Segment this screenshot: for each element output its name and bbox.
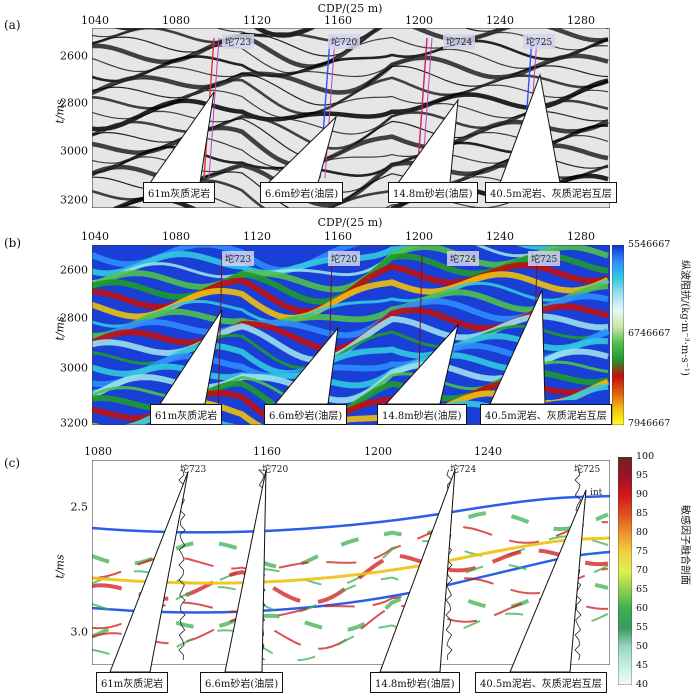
panel-b-well-tuo723: 坨723 (222, 251, 255, 266)
panel-a-x-tick: 1200 (405, 14, 433, 27)
panel-c-fusion-section (92, 460, 610, 665)
panel-b-well-tuo720: 坨720 (328, 251, 361, 266)
panel-c-y-tick: 3.0 (70, 625, 89, 639)
panel-c-colorbar-title: 敏感因子融合剖面 (679, 505, 690, 585)
panel-c-colorbar-tick: 80 (636, 527, 649, 538)
panel-a-well-tuo723: 坨723 (222, 34, 255, 49)
panel-b-y-tick: 2600 (60, 263, 88, 277)
panel-c-x-tick: 1080 (84, 445, 112, 458)
panel-a-well-tuo724: 坨724 (443, 34, 476, 49)
panel-a-x-title: CDP/(25 m) (317, 2, 383, 15)
panel-c-int-label: int (590, 488, 603, 498)
panel-c-colorbar-tick: 60 (636, 603, 649, 614)
panel-c-colorbar (618, 457, 632, 685)
panel-c-colorbar-tick: 90 (636, 489, 649, 500)
panel-b-x-tick: 1280 (567, 230, 595, 243)
panel-c-well-tuo723: 坨723 (180, 465, 207, 475)
panel-c-colorbar-tick: 95 (636, 470, 649, 481)
panel-a-x-tick: 1240 (486, 14, 514, 27)
panel-c-callout-1: 61m灰质泥岩 (96, 672, 169, 693)
panel-b-callout-2: 6.6m砂岩(油层) (264, 404, 348, 425)
panel-b-colorbar-tick-bottom: 7946667 (628, 418, 671, 429)
panel-c-well-tuo724: 坨724 (450, 465, 477, 475)
panel-a-x-tick: 1280 (567, 14, 595, 27)
panel-b-x-tick: 1040 (81, 230, 109, 243)
panel-b-callout-4: 40.5m泥岩、灰质泥岩互层 (480, 404, 612, 425)
panel-a-y-tick: 2600 (60, 49, 88, 63)
panel-b-well-tuo724: 坨724 (447, 251, 480, 266)
panel-a-well-tuo720: 坨720 (328, 34, 361, 49)
panel-b-colorbar-tick-top: 5546667 (628, 239, 671, 250)
panel-c-colorbar-tick: 50 (636, 641, 649, 652)
panel-b-x-tick: 1160 (324, 230, 352, 243)
panel-c-x-tick: 1160 (253, 445, 281, 458)
panel-a-callout-4: 40.5m泥岩、灰质泥岩互层 (485, 182, 617, 203)
panel-a-label: (a) (4, 18, 21, 32)
panel-c-x-tick: 1200 (364, 445, 392, 458)
panel-c-colorbar-tick: 45 (636, 660, 649, 671)
panel-c-colorbar-tick: 70 (636, 565, 649, 576)
panel-c-callout-2: 6.6m砂岩(油层) (200, 672, 284, 693)
panel-a-callout-pointers (149, 73, 561, 184)
panel-b-x-tick: 1240 (486, 230, 514, 243)
panel-b-y-tick: 2800 (60, 311, 88, 325)
panel-a-callout-1: 61m灰质泥岩 (143, 182, 216, 203)
panel-c-callout-3: 14.8m砂岩(油层) (370, 672, 460, 693)
panel-a-y-tick: 2800 (60, 96, 88, 110)
panel-c-colorbar-tick: 100 (636, 451, 655, 462)
panel-b-well-tuo725: 坨725 (528, 251, 561, 266)
panel-a-x-tick: 1080 (162, 14, 190, 27)
panel-b-colorbar (612, 245, 624, 425)
panel-c-well-tuo720: 坨720 (262, 465, 289, 475)
panel-a-x-tick: 1160 (324, 14, 352, 27)
panel-c-colorbar-tick: 65 (636, 584, 649, 595)
panel-b-colorbar-tick-mid: 6746667 (628, 328, 671, 339)
panel-c-x-tick: 1240 (474, 445, 502, 458)
panel-a-x-tick: 1120 (243, 14, 271, 27)
panel-a-x-tick: 1040 (81, 14, 109, 27)
panel-c-callout-4: 40.5m泥岩、灰质泥岩互层 (475, 672, 607, 693)
panel-b-x-tick: 1120 (243, 230, 271, 243)
panel-a-callout-2: 6.6m砂岩(油层) (260, 182, 344, 203)
panel-b-label: (b) (4, 236, 22, 250)
panel-a-well-tuo725: 坨725 (523, 34, 556, 49)
panel-a-y-tick: 3200 (60, 193, 88, 207)
panel-b-x-title: CDP/(25 m) (317, 216, 383, 229)
panel-c-well-tuo725: 坨725 (574, 465, 601, 475)
panel-a-callout-3: 14.8m砂岩(油层) (388, 182, 478, 203)
panel-b-x-tick: 1080 (162, 230, 190, 243)
panel-c-colorbar-tick: 85 (636, 508, 649, 519)
panel-c-colorbar-tick: 40 (636, 679, 649, 690)
panel-b-callout-pointers (159, 289, 546, 405)
panel-b-callout-3: 14.8m砂岩(油层) (377, 404, 467, 425)
panel-c-y-tick: 2.5 (70, 500, 89, 514)
panel-c-label: (c) (4, 456, 21, 470)
panel-a-y-tick: 3000 (60, 144, 88, 158)
panel-b-callout-1: 61m灰质泥岩 (150, 404, 223, 425)
panel-c-colorbar-tick: 55 (636, 622, 649, 633)
panel-b-y-tick: 3000 (60, 361, 88, 375)
panel-b-y-tick: 3200 (60, 416, 88, 430)
panel-b-x-tick: 1200 (405, 230, 433, 243)
panel-c-colorbar-tick: 75 (636, 546, 649, 557)
